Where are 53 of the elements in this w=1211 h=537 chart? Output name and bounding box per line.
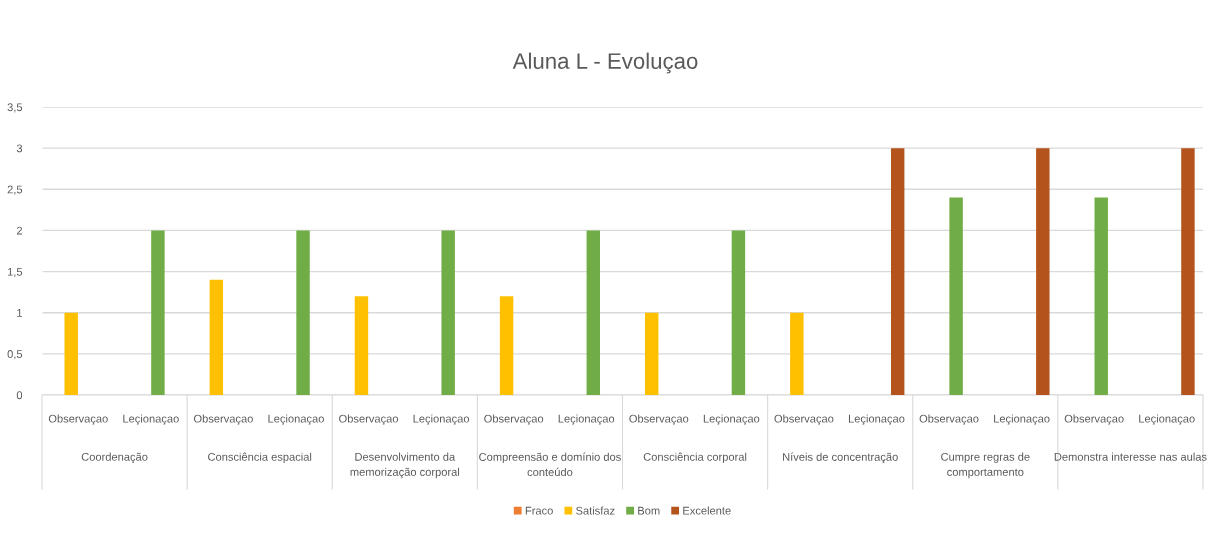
x-tick-label: Observaçao [1064, 414, 1124, 425]
legend-label: Satisfaz [576, 506, 615, 515]
bar [499, 296, 514, 395]
x-tick-label: Observaçao [919, 414, 979, 425]
text: Consciência espacial [208, 452, 312, 463]
x-tick-label: Leçionaçao [848, 414, 905, 425]
chart-title: Aluna L - Evoluçao [512, 52, 698, 74]
y-tick-label: 1 [17, 309, 23, 317]
bar [1181, 148, 1195, 395]
bar [354, 296, 369, 395]
x-tick-label: Leçionaçao [558, 414, 615, 425]
x-tick-label: Leçionaçao [123, 414, 179, 425]
bar [949, 197, 963, 395]
text: Consciência corporal [643, 452, 747, 463]
bar [151, 230, 165, 395]
bar [209, 279, 224, 395]
legend-label: Fraco [525, 506, 553, 515]
x-tick-label: Leçionaçao [268, 414, 324, 425]
text: Níveis de concentração [783, 452, 898, 464]
x-tick-label: Observaçao [48, 414, 108, 425]
bar [1094, 197, 1108, 395]
text: Coordenação [81, 452, 148, 464]
x-tick-label: Observaçao [629, 414, 689, 425]
bar [790, 312, 804, 395]
x-tick-label: Observaçao [339, 414, 399, 425]
x-tick-label: Leçionaçao [413, 414, 470, 425]
bar [1036, 148, 1050, 395]
x-tick-label: Leçionaçao [703, 414, 760, 425]
y-tick-label: 3,5 [7, 103, 23, 113]
x-tick-label: Observaçao [484, 414, 544, 425]
text: Demonstra interesse nas aulas [1054, 452, 1207, 461]
y-tick-label: 1,5 [7, 267, 23, 278]
bar [64, 312, 78, 395]
bar [644, 312, 659, 395]
bar [890, 148, 905, 395]
y-tick-label: 2 [16, 226, 22, 235]
y-tick-label: 2,5 [7, 185, 23, 195]
text: Desenvolvimento da memorização corporal [350, 452, 460, 479]
legend-label: Excelente [683, 506, 731, 515]
text: Cumpre regras de comportamento [941, 452, 1030, 479]
bar [441, 230, 455, 395]
bar [731, 230, 746, 395]
x-tick-label: Leçionaçao [994, 414, 1050, 425]
x-tick-label: Observaçao [193, 414, 253, 425]
text: Compreensão e domínio dos conteúdo [479, 452, 621, 477]
x-tick-label: Leçionaçao [1139, 414, 1195, 425]
y-tick-label: 3 [16, 144, 23, 153]
x-tick-label: Observaçao [774, 414, 834, 425]
bar [296, 230, 310, 395]
bar [586, 230, 601, 395]
legend-label: Bom [638, 506, 660, 515]
y-tick-label: 0 [16, 391, 23, 400]
y-tick-label: 0,5 [7, 350, 23, 360]
